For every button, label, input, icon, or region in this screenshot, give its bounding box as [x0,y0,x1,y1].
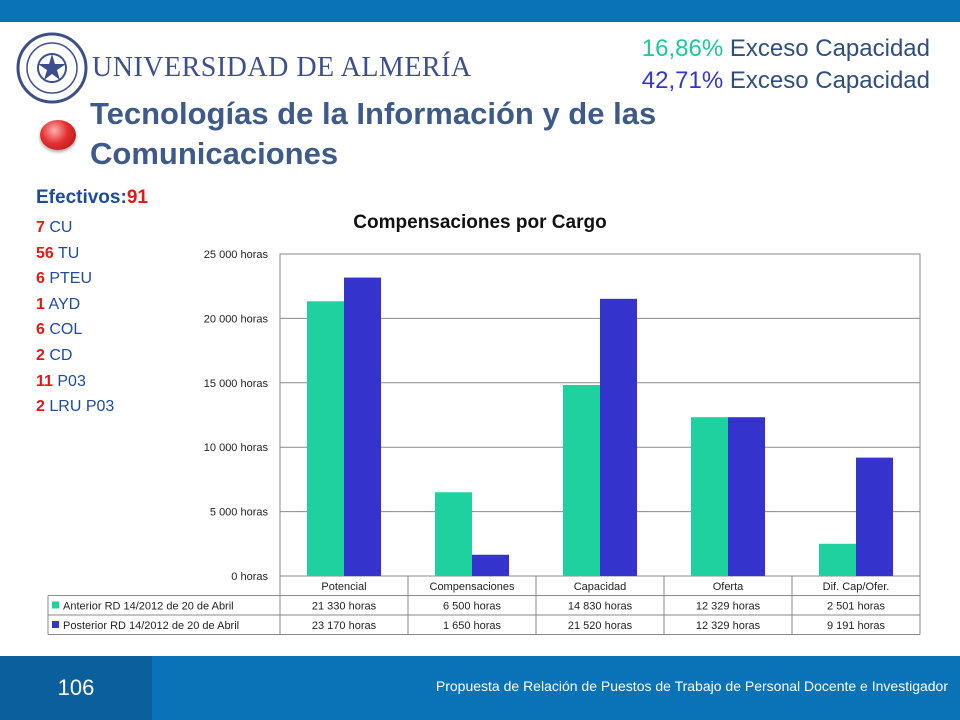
staff-category: CU [49,219,73,236]
staff-item: 2 CD [36,343,114,369]
bar [472,554,509,576]
staff-list: 7 CU 56 TU 6 PTEU 1 AYD 6 COL 2 CD 11 P0… [36,215,114,420]
data-label: 6 500 horas [443,601,502,613]
legend-label: Anterior RD 14/2012 de 20 de Abril [63,601,234,613]
page-number: 106 [0,656,152,720]
y-tick-label: 5 000 horas [210,507,269,519]
x-tick-label: Capacidad [574,581,627,593]
y-tick-label: 25 000 horas [204,249,269,261]
capacity-pct-2: 42,71% [641,67,724,94]
staff-count: 6 [36,270,45,288]
staff-category: LRU P03 [49,398,115,416]
staff-category: COL [49,321,83,339]
staff-count: 11 [36,372,53,390]
staff-category: P03 [57,372,86,390]
staff-item: 6 COL [36,317,114,343]
bar [856,457,893,576]
x-tick-label: Compensaciones [430,581,515,593]
staff-category: AYD [48,295,81,313]
footer: 106 Propuesta de Relación de Puestos de … [0,656,960,720]
staff-item: 7 CU [36,215,114,241]
capacity-pct-1: 16,86% [641,35,724,62]
legend-label: Posterior RD 14/2012 de 20 de Abril [63,620,239,632]
staff-total-label: Efectivos: [36,187,127,208]
bar [600,298,637,576]
bar [307,301,344,576]
footer-text: Propuesta de Relación de Puestos de Trab… [435,678,948,694]
data-label: 14 830 horas [568,601,633,613]
staff-category: PTEU [49,270,93,288]
red-bullet-icon [40,120,76,150]
staff-count: 7 [36,219,45,236]
staff-category: TU [57,244,80,262]
staff-count: 2 [36,346,45,364]
staff-count: 6 [36,321,45,339]
legend-swatch [52,601,59,609]
data-label: 21 520 horas [568,620,633,632]
staff-category: CD [49,346,73,364]
data-label: 2 501 horas [827,601,886,613]
staff-count: 2 [36,398,45,416]
capacity-text-1: Exceso Capacidad [729,35,930,62]
y-tick-label: 10 000 horas [204,442,269,454]
bar [691,417,728,576]
bar [435,492,472,576]
bar [563,384,600,576]
staff-item: 1 AYD [36,292,114,318]
bar-chart: 0 horas 5 000 horas 10 000 horas 15 000 hor… [47,249,921,635]
capacity-line-2: 42,71% Exceso Capacidad [642,67,930,95]
page-title: Tecnologías de la Información y de las C… [90,96,657,171]
staff-item: 6 PTEU [36,266,114,292]
data-label: 9 191 horas [827,620,886,632]
staff-total-value: 91 [126,187,148,208]
staff-item: 56 TU [36,241,114,267]
staff-item: 11 P03 [36,369,114,395]
y-tick-label: 15 000 horas [204,378,269,390]
university-name: UNIVERSIDAD DE ALMERÍA [92,52,472,83]
top-bar [0,0,960,22]
x-tick-label: Dif. Cap/Ofer. [823,581,890,593]
capacity-line-1: 16,86% Exceso Capacidad [642,35,930,63]
chart-title: Compensaciones por Cargo [353,212,607,233]
bar [728,417,765,576]
staff-count: 1 [36,295,45,313]
data-label: 23 170 horas [312,620,377,632]
y-tick-label: 20 000 horas [204,313,269,325]
legend-swatch [52,621,59,628]
data-label: 21 330 horas [312,601,377,613]
staff-count: 56 [36,244,54,262]
x-tick-label: Potencial [321,581,366,593]
y-tick-label: 0 horas [231,571,268,583]
staff-item: 2 LRU P03 [36,394,114,420]
data-label: 12 329 horas [696,620,761,632]
university-logo [16,32,88,104]
data-label: 12 329 horas [696,601,761,613]
capacity-text-2: Exceso Capacidad [729,67,930,94]
bar [819,543,856,576]
bar [344,277,381,576]
data-label: 1 650 horas [443,620,502,632]
university-seal-icon [16,32,88,104]
x-tick-label: Oferta [713,581,744,593]
staff-total: Efectivos:91 [36,187,148,209]
